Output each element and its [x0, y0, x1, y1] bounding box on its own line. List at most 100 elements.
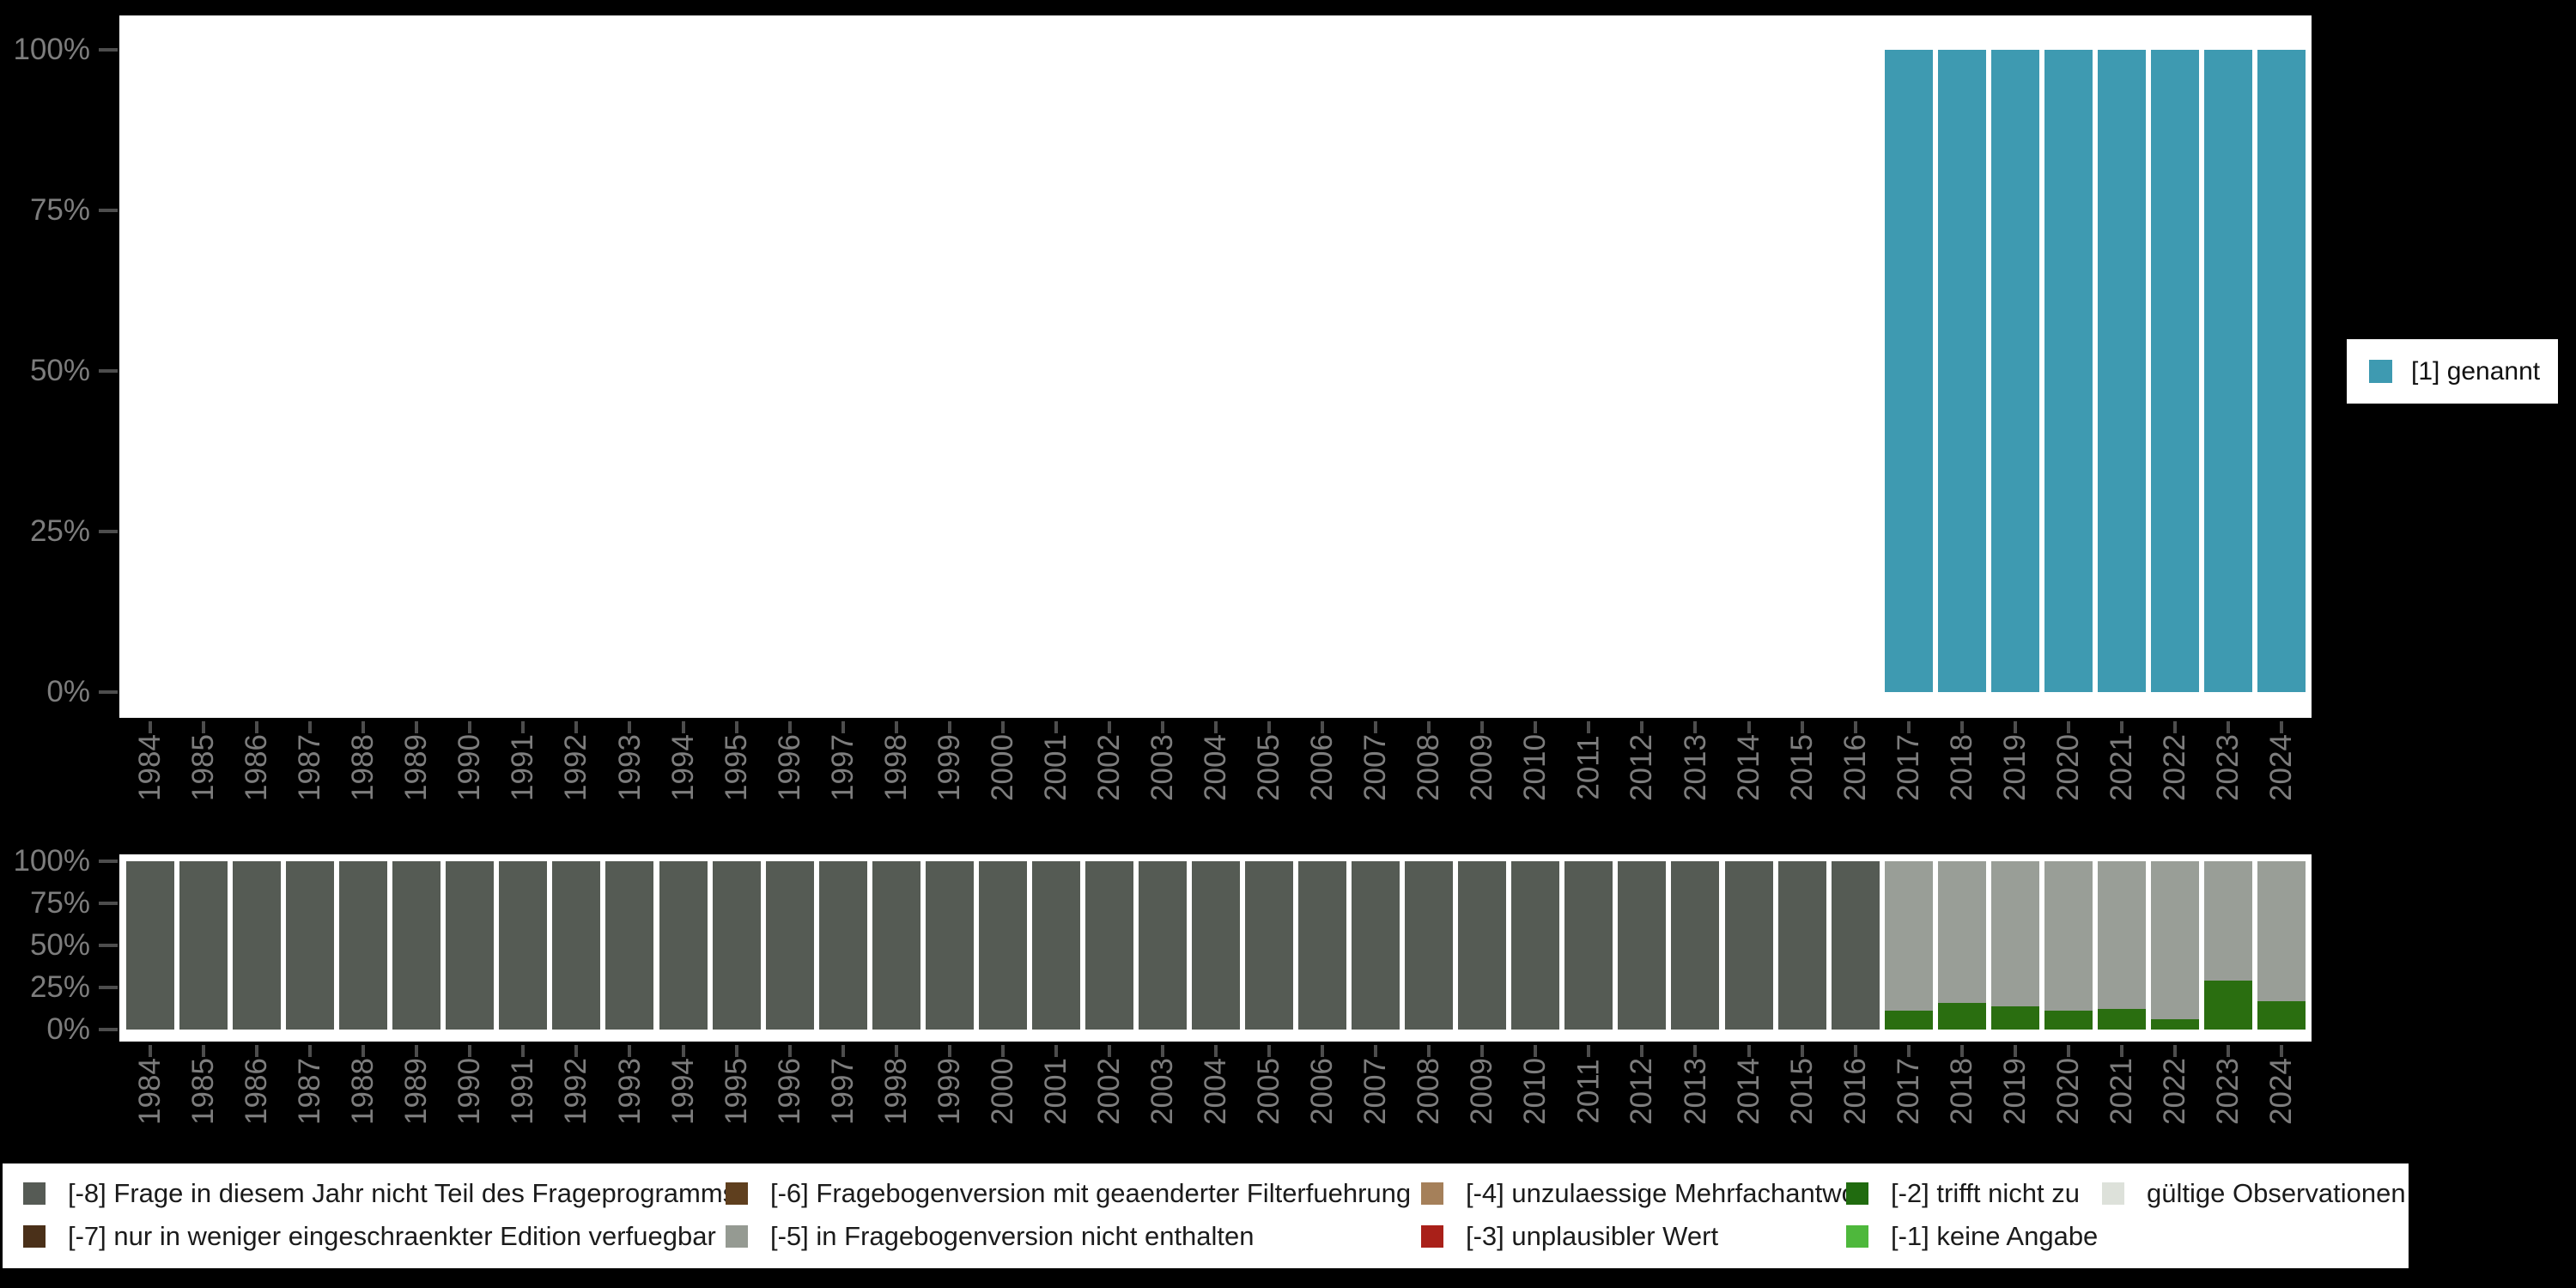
legend-item: [-7] nur in weniger eingeschraenkter Edi… [23, 1215, 726, 1258]
bar-segment [2203, 861, 2252, 981]
x-axis-tick [1747, 721, 1751, 733]
x-axis-tick [1427, 1045, 1431, 1057]
x-axis-tick [1534, 721, 1538, 733]
bar-segment [1777, 861, 1826, 1030]
x-axis-tick [2280, 1045, 2283, 1057]
x-axis-tick [1534, 1045, 1538, 1057]
bar-segment [765, 861, 814, 1030]
x-axis-tick [149, 721, 152, 733]
bar-segment [712, 861, 761, 1030]
bar-segment [2044, 861, 2093, 1012]
legend-item: [-5] in Fragebogenversion nicht enthalte… [726, 1215, 1421, 1258]
bar-segment [605, 861, 654, 1030]
y-axis-tick [99, 209, 118, 212]
legend-swatch [23, 1182, 46, 1205]
legend-item-label: [-8] Frage in diesem Jahr nicht Teil des… [68, 1178, 726, 1208]
x-axis-tick [1107, 721, 1111, 733]
x-axis-tick [202, 1045, 206, 1057]
x-axis-tick [1160, 1045, 1164, 1057]
x-axis-tick [1267, 1045, 1272, 1057]
legend-item-label: [-1] keine Angabe [1891, 1221, 2099, 1251]
x-axis-tick [894, 1045, 898, 1057]
x-axis-tick [1800, 721, 1804, 733]
y-axis-label: 50% [29, 354, 90, 387]
y-axis-tick [99, 1028, 118, 1031]
legend-item-label: [-7] nur in weniger eingeschraenkter Edi… [68, 1221, 716, 1251]
year-label-text: 2024 [2264, 734, 2298, 801]
x-axis-tick [468, 721, 472, 733]
bar-segment [1511, 861, 1560, 1030]
y-axis-tick [99, 690, 118, 694]
x-axis-tick [2226, 1045, 2230, 1057]
x-axis-tick [734, 721, 738, 733]
legend-swatch [23, 1225, 46, 1248]
y-axis-tick [99, 860, 118, 863]
x-axis-tick [1480, 721, 1485, 733]
year-label-text: 2024 [2264, 1058, 2298, 1125]
bar-segment [1031, 861, 1080, 1030]
y-axis-label: 50% [29, 928, 90, 962]
bar-segment [1352, 861, 1400, 1030]
x-axis-tick [1853, 1045, 1857, 1057]
valid-answers-legend: [1] genannt [2347, 339, 2558, 404]
legend-item: [-8] Frage in diesem Jahr nicht Teil des… [23, 1172, 726, 1215]
bar-segment [2097, 50, 2146, 692]
x-axis-tick [255, 1045, 259, 1057]
x-axis-tick [1321, 1045, 1325, 1057]
x-axis-tick [1374, 721, 1378, 733]
x-axis-tick [468, 1045, 472, 1057]
x-axis-tick [2066, 721, 2070, 733]
x-axis-tick [1214, 721, 1218, 733]
bar-segment [1138, 861, 1187, 1030]
x-axis-tick [1747, 1045, 1751, 1057]
bar-segment [552, 861, 601, 1030]
x-axis-tick [787, 721, 792, 733]
x-axis-tick [787, 1045, 792, 1057]
bar-segment [339, 861, 388, 1030]
bar-segment [2150, 1019, 2199, 1030]
bar-segment [1671, 861, 1720, 1030]
y-axis-label: 100% [13, 33, 90, 66]
bar-segment [1084, 861, 1133, 1030]
bar-segment [1245, 861, 1294, 1030]
bar-segment [1937, 861, 1986, 1003]
y-axis-tick [99, 369, 118, 373]
bar-segment [233, 861, 282, 1030]
bar-segment [1990, 1005, 2039, 1030]
x-axis-tick [2013, 721, 2017, 733]
x-axis-tick [308, 1045, 313, 1057]
bar-segment [1990, 861, 2039, 1006]
bar-segment [1564, 861, 1613, 1030]
legend-swatch [1846, 1182, 1868, 1205]
missing-codes-legend: [-8] Frage in diesem Jahr nicht Teil des… [3, 1163, 2409, 1268]
bar-segment [286, 861, 335, 1030]
bar-segment [179, 861, 228, 1030]
bar-segment [2097, 861, 2146, 1010]
legend-item: [-1] keine Angabe [1846, 1215, 2102, 1258]
legend-swatch-genannt [2369, 360, 2392, 383]
legend-swatch [1421, 1182, 1443, 1205]
bar-segment [925, 861, 974, 1030]
y-axis-label: 25% [29, 514, 90, 548]
y-axis-tick [99, 944, 118, 947]
bar-segment [499, 861, 548, 1030]
x-axis-tick [255, 721, 259, 733]
legend-item: [-4] unzulaessige Mehrfachantwort [1421, 1172, 1846, 1215]
x-axis-tick [628, 721, 632, 733]
x-axis-tick [1800, 1045, 1804, 1057]
bar-segment [1405, 861, 1454, 1030]
bar-segment [978, 861, 1027, 1030]
x-axis-tick [1054, 721, 1058, 733]
y-axis-label: 100% [13, 844, 90, 878]
x-axis-tick [1853, 721, 1857, 733]
x-axis-tick [202, 721, 206, 733]
x-axis-tick [2013, 1045, 2017, 1057]
x-axis-tick [1427, 721, 1431, 733]
legend-swatch [726, 1225, 748, 1248]
y-axis-label: 0% [46, 675, 90, 708]
x-axis-tick [681, 1045, 685, 1057]
x-axis-tick [734, 1045, 738, 1057]
bar-segment [2044, 50, 2093, 692]
y-axis-label: 25% [29, 970, 90, 1004]
